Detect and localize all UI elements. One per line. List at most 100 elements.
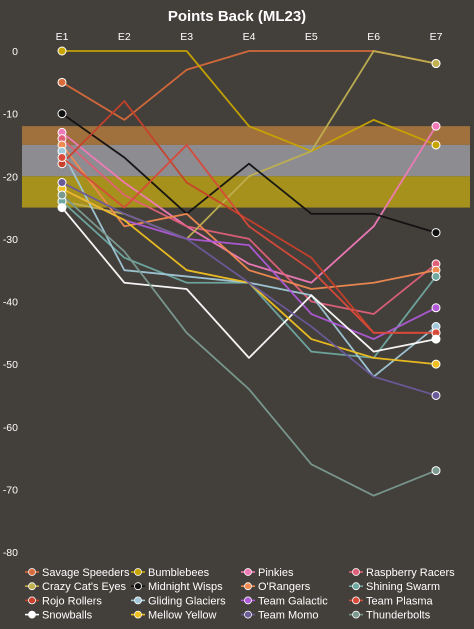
point-marker-team-plasma	[57, 152, 67, 162]
legend-marker-icon	[134, 596, 142, 605]
point-marker-team-momo	[57, 178, 67, 188]
point-marker-pinkies	[431, 121, 441, 131]
legend-label: Savage Speeders	[42, 567, 130, 579]
series-line-o-rangers	[61, 144, 437, 290]
legend-marker-icon	[134, 610, 142, 619]
legend-label: Pinkies	[258, 567, 294, 579]
x-tick-label: E1	[56, 31, 69, 43]
chart-legend: Savage Speeders Bumblebees Pinkies Raspberr…	[25, 567, 455, 622]
legend-item-snowballs: Snowballs	[25, 610, 93, 622]
legend-marker-icon	[352, 596, 360, 605]
point-marker-bumblebees	[431, 140, 441, 150]
point-marker-snowballs	[57, 203, 67, 213]
series-line-team-momo	[61, 181, 437, 397]
y-tick-label: -10	[3, 109, 18, 121]
series-markers	[57, 46, 441, 476]
series-line-pinkies	[61, 125, 437, 284]
y-tick-label: -20	[3, 171, 18, 183]
series-line-snowballs	[61, 206, 437, 359]
x-tick-label: E7	[430, 31, 443, 43]
x-tick-label: E5	[305, 31, 318, 43]
point-marker-team-galactic	[431, 303, 441, 313]
x-tick-label: E3	[180, 31, 193, 43]
legend-marker-icon	[28, 610, 36, 619]
legend-item-gliding-glaciers: Gliding Glaciers	[131, 595, 226, 607]
highlight-band-1	[22, 144, 470, 177]
point-marker-thunderbolts	[431, 466, 441, 476]
point-marker-midnight-wisps	[431, 228, 441, 238]
series-line-raspberry-racers	[61, 138, 437, 315]
series-line-team-plasma	[61, 144, 436, 334]
legend-label: Rojo Rollers	[42, 595, 102, 607]
legend-item-savage-speeders: Savage Speeders	[25, 567, 130, 579]
legend-marker-icon	[134, 582, 142, 591]
y-tick-label: -70	[3, 484, 18, 496]
point-marker-snowballs	[431, 334, 441, 344]
legend-marker-icon	[244, 596, 252, 605]
y-tick-label: 0	[12, 46, 18, 58]
legend-label: Team Momo	[258, 610, 319, 622]
legend-item-o-rangers: O'Rangers	[241, 581, 311, 593]
x-axis-ticks: E1 E2 E3 E4 E5 E6 E7	[56, 31, 443, 43]
legend-item-raspberry-racers: Raspberry Racers	[349, 567, 455, 579]
y-tick-label: -60	[3, 422, 18, 434]
y-tick-label: -40	[3, 297, 18, 309]
legend-label: Thunderbolts	[366, 610, 431, 622]
legend-item-team-momo: Team Momo	[241, 610, 319, 622]
legend-marker-icon	[244, 582, 252, 591]
x-tick-label: E2	[118, 31, 131, 43]
legend-label: Midnight Wisps	[148, 581, 223, 593]
legend-marker-icon	[352, 582, 360, 591]
legend-item-midnight-wisps: Midnight Wisps	[131, 581, 223, 593]
legend-label: Crazy Cat's Eyes	[42, 581, 127, 593]
legend-item-shining-swarm: Shining Swarm	[349, 581, 440, 593]
point-marker-team-momo	[431, 390, 441, 400]
legend-item-crazy-cat-s-eyes: Crazy Cat's Eyes	[25, 581, 127, 593]
series-line-thunderbolts	[61, 194, 437, 497]
legend-marker-icon	[352, 568, 360, 576]
y-tick-label: -50	[3, 359, 18, 371]
y-tick-label: -30	[3, 234, 18, 246]
legend-label: Team Galactic	[258, 595, 328, 607]
legend-marker-icon	[352, 610, 360, 619]
legend-item-pinkies: Pinkies	[241, 567, 294, 579]
legend-marker-icon	[134, 568, 142, 576]
legend-label: Bumblebees	[148, 567, 210, 579]
point-marker-midnight-wisps	[57, 109, 67, 119]
legend-marker-icon	[28, 596, 36, 605]
series-lines	[61, 50, 437, 497]
legend-label: Raspberry Racers	[366, 567, 455, 579]
series-line-bumblebees	[62, 50, 437, 153]
series-line-shining-swarm	[61, 200, 437, 359]
legend-label: Shining Swarm	[366, 581, 440, 593]
point-marker-shining-swarm	[431, 271, 441, 281]
legend-item-rojo-rollers: Rojo Rollers	[25, 595, 102, 607]
legend-label: Snowballs	[42, 610, 93, 622]
point-marker-bumblebees	[57, 46, 67, 56]
x-tick-label: E6	[367, 31, 380, 43]
y-axis-ticks: 0 -10 -20 -30 -40 -50 -60 -70 -80	[3, 46, 18, 559]
legend-label: O'Rangers	[258, 581, 311, 593]
legend-label: Mellow Yellow	[148, 610, 217, 622]
legend-label: Team Plasma	[366, 595, 434, 607]
point-marker-mellow-yellow	[431, 359, 441, 369]
point-marker-crazy-cat-s-eyes	[431, 59, 441, 69]
legend-item-bumblebees: Bumblebees	[131, 567, 210, 579]
point-marker-thunderbolts	[57, 190, 67, 200]
legend-item-team-plasma: Team Plasma	[349, 595, 434, 607]
point-marker-savage-speeders	[57, 77, 67, 87]
legend-marker-icon	[28, 582, 36, 591]
series-line-midnight-wisps	[61, 112, 437, 234]
series-line-savage-speeders	[61, 50, 437, 121]
legend-label: Gliding Glaciers	[148, 595, 226, 607]
legend-marker-icon	[28, 568, 36, 576]
legend-item-thunderbolts: Thunderbolts	[349, 610, 431, 622]
y-tick-label: -80	[3, 547, 18, 559]
highlight-band-0	[22, 126, 470, 145]
chart-title: Points Back (ML23)	[168, 8, 306, 25]
legend-marker-icon	[244, 568, 252, 576]
legend-item-mellow-yellow: Mellow Yellow	[131, 610, 217, 622]
legend-item-team-galactic: Team Galactic	[241, 595, 328, 607]
